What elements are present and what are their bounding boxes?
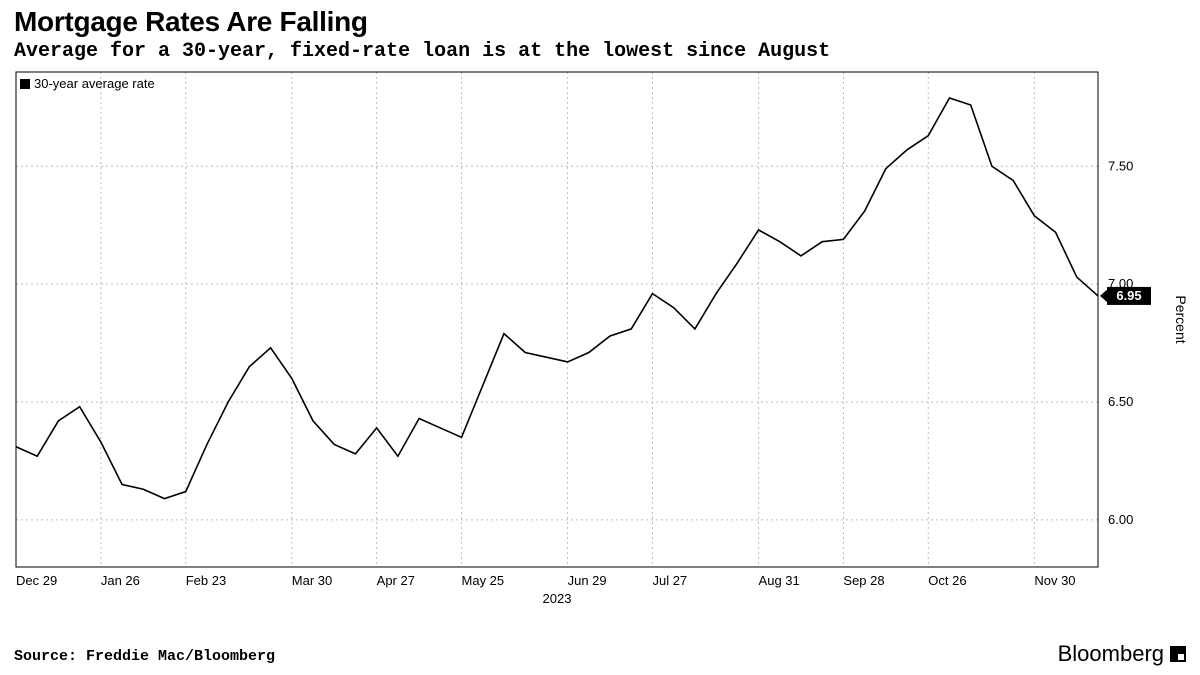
chart-subtitle: Average for a 30-year, fixed-rate loan i… xyxy=(14,40,830,63)
svg-text:Oct 26: Oct 26 xyxy=(928,573,966,588)
source-text: Source: Freddie Mac/Bloomberg xyxy=(14,648,275,665)
svg-text:6.50: 6.50 xyxy=(1108,394,1133,409)
chart-container: Mortgage Rates Are Falling Average for a… xyxy=(0,0,1200,675)
svg-text:2023: 2023 xyxy=(543,591,572,606)
legend-label: 30-year average rate xyxy=(34,76,155,91)
svg-text:6.00: 6.00 xyxy=(1108,512,1133,527)
svg-text:Aug 31: Aug 31 xyxy=(759,573,800,588)
svg-text:6.95: 6.95 xyxy=(1116,288,1141,303)
legend-swatch xyxy=(20,79,30,89)
chart-title: Mortgage Rates Are Falling xyxy=(14,6,368,38)
svg-text:Jun 29: Jun 29 xyxy=(568,573,607,588)
svg-text:Jul 27: Jul 27 xyxy=(652,573,687,588)
svg-text:Mar 30: Mar 30 xyxy=(292,573,332,588)
svg-text:Jan 26: Jan 26 xyxy=(101,573,140,588)
svg-text:Apr 27: Apr 27 xyxy=(377,573,415,588)
brand-logo: Bloomberg xyxy=(1058,641,1186,667)
svg-text:Sep 28: Sep 28 xyxy=(843,573,884,588)
brand-text: Bloomberg xyxy=(1058,641,1164,667)
svg-text:Feb 23: Feb 23 xyxy=(186,573,226,588)
svg-text:Percent: Percent xyxy=(1173,295,1186,343)
brand-icon xyxy=(1170,646,1186,662)
svg-text:7.50: 7.50 xyxy=(1108,158,1133,173)
svg-text:May 25: May 25 xyxy=(462,573,505,588)
chart-plot-area: 30-year average rate 6.006.507.007.50Dec… xyxy=(14,70,1186,615)
chart-svg: 6.006.507.007.50Dec 29Jan 26Feb 23Mar 30… xyxy=(14,70,1186,615)
legend: 30-year average rate xyxy=(20,76,155,91)
svg-text:Nov 30: Nov 30 xyxy=(1034,573,1075,588)
svg-text:Dec 29: Dec 29 xyxy=(16,573,57,588)
